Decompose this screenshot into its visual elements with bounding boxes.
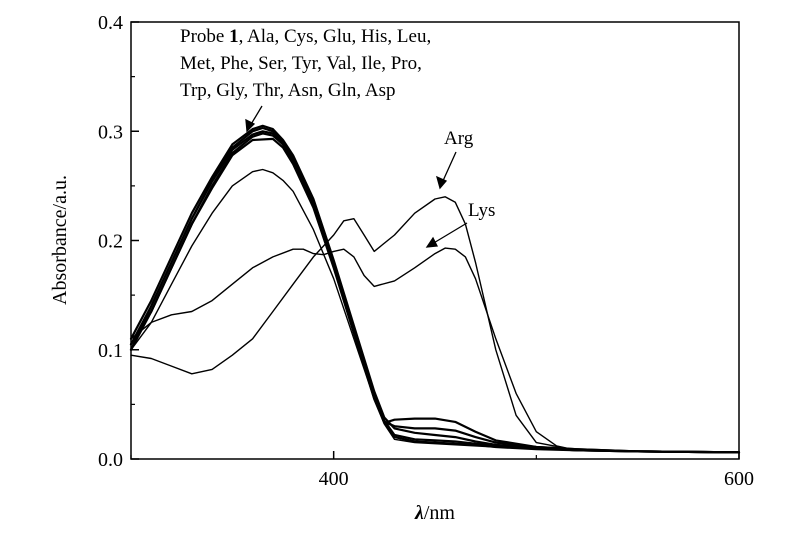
x-axis-symbol: λ (414, 502, 424, 524)
series-line-probe (129, 126, 741, 454)
lys-arrow (431, 222, 468, 245)
lys-annotation: Lys (468, 200, 495, 221)
y-axis-label: Absorbance/a.u. (49, 175, 71, 305)
x-tick-label: 600 (724, 468, 754, 490)
x-axis-unit: /nm (424, 502, 456, 524)
probe-list-rest: , Ala, Cys, Glu, His, Leu, (239, 26, 432, 47)
y-tick-label: 0.3 (98, 121, 123, 143)
series-line-arg (130, 196, 740, 454)
probe-prefix: Probe (180, 26, 229, 47)
y-tick-label: 0.0 (98, 449, 123, 471)
arg-annotation: Arg (444, 128, 474, 149)
arg-arrow-head (436, 175, 448, 190)
probe-annotation-line1: Probe 1, Ala, Cys, Glu, His, Leu, (180, 26, 431, 47)
series-line-probe (129, 137, 741, 454)
lys-arrow-head (425, 236, 439, 248)
probe-annotation-line2: Met, Phe, Ser, Tyr, Val, Ile, Pro, (180, 53, 422, 74)
series-layer (129, 124, 741, 454)
y-tick-label: 0.2 (98, 231, 123, 253)
y-tick-label: 0.1 (98, 340, 123, 362)
series-line-lys (130, 247, 740, 454)
probe-annotation-line3: Trp, Gly, Thr, Asn, Gln, Asp (180, 80, 396, 101)
x-axis-label: λ/nm (414, 502, 455, 524)
series-line-extra (130, 168, 740, 454)
probe-number: 1 (229, 26, 239, 47)
axis-ticks: 0.0 0.1 0.2 0.3 0.4 400 600 (98, 12, 754, 490)
arg-arrow (441, 151, 457, 184)
y-tick-label: 0.4 (98, 12, 123, 34)
probe-arrow-head (245, 118, 256, 133)
series-line-probe (129, 124, 741, 454)
annotation-arrows (245, 105, 468, 248)
x-tick-label: 400 (319, 468, 349, 490)
